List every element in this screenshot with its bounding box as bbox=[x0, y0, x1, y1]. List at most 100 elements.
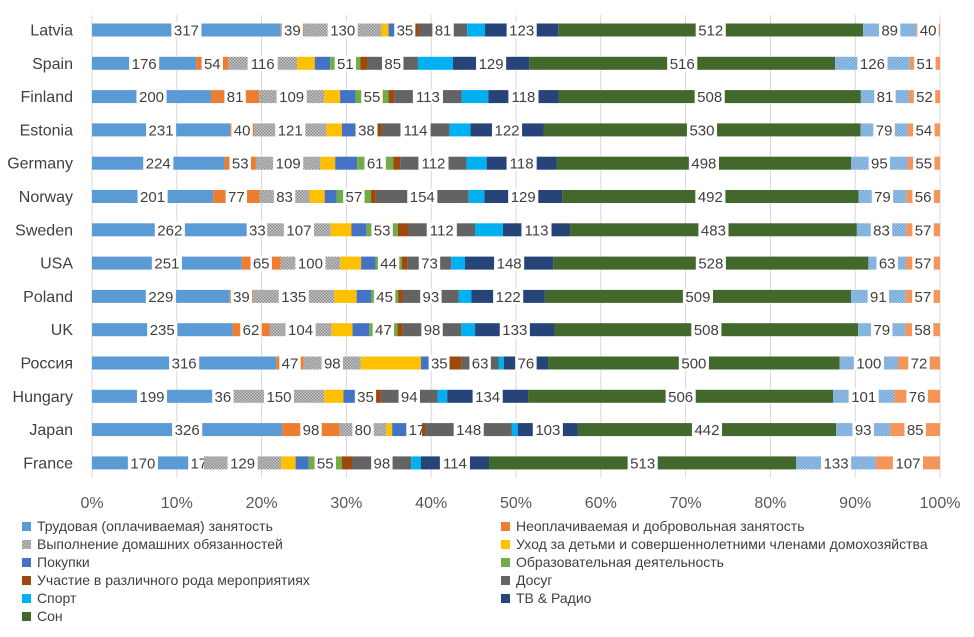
data-label: 442 bbox=[694, 422, 719, 439]
data-label: 57 bbox=[346, 189, 363, 206]
data-label-bg bbox=[695, 255, 726, 271]
value-axis: 0% 10% 20% 30% 40% 50% 60% 70% 80% 90% 100% bbox=[80, 495, 960, 512]
data-label-bg bbox=[172, 422, 203, 438]
data-label-bg bbox=[686, 122, 718, 138]
legend-swatch bbox=[22, 558, 31, 567]
data-label-bg bbox=[871, 189, 894, 204]
data-label: 129 bbox=[511, 189, 536, 206]
data-label-bg bbox=[373, 288, 396, 304]
bar-segment-россия-8 bbox=[498, 356, 504, 370]
legend-swatch bbox=[22, 594, 31, 603]
data-label-bg bbox=[912, 255, 934, 271]
data-label-bg bbox=[398, 388, 420, 404]
bar-segment-sweden-4 bbox=[351, 223, 367, 237]
data-label-bg bbox=[273, 189, 296, 204]
data-label-bg bbox=[667, 55, 698, 71]
bar-segment-uk-3 bbox=[331, 323, 353, 337]
data-label: 101 bbox=[851, 389, 876, 406]
data-label: 506 bbox=[668, 389, 693, 406]
bar-segment-latvia-6 bbox=[415, 23, 419, 37]
bar-segment-sweden-3 bbox=[330, 223, 352, 237]
data-label: 229 bbox=[148, 289, 173, 306]
bar-segment-usa-6 bbox=[401, 256, 408, 270]
data-label: 100 bbox=[856, 356, 881, 373]
category-label: Россия bbox=[21, 356, 73, 373]
data-label-bg bbox=[852, 422, 874, 438]
bar-segment-norway-3 bbox=[309, 190, 325, 203]
data-label: 51 bbox=[917, 56, 934, 73]
data-label: 316 bbox=[172, 356, 197, 373]
data-label-bg bbox=[224, 89, 246, 105]
category-label: Spain bbox=[32, 56, 73, 73]
data-label: 122 bbox=[496, 289, 521, 306]
data-label: 85 bbox=[907, 422, 924, 439]
legend-label: Участие в различного рода мероприятиях bbox=[37, 572, 310, 588]
data-label-bg bbox=[913, 155, 935, 171]
bar-segment-germany-8 bbox=[466, 156, 487, 170]
bar-segment-spain-6 bbox=[360, 56, 368, 70]
data-label: 114 bbox=[404, 122, 428, 139]
bar-segment-finland-8 bbox=[461, 90, 489, 104]
bar-segment-spain-8 bbox=[417, 56, 453, 70]
bar-segment-france-3 bbox=[281, 456, 296, 470]
legend-label: Спорт bbox=[37, 590, 77, 606]
data-label: 57 bbox=[915, 256, 932, 273]
data-label-bg bbox=[136, 89, 167, 105]
data-label: 77 bbox=[228, 189, 245, 206]
category-label: USA bbox=[40, 256, 73, 273]
data-label-bg bbox=[515, 355, 537, 371]
data-label-bg bbox=[508, 189, 539, 204]
data-label: 35 bbox=[397, 23, 414, 40]
data-label-bg bbox=[418, 155, 449, 171]
data-label-bg bbox=[878, 22, 901, 38]
legend-label: Образовательная деятельность bbox=[516, 554, 724, 570]
legend-label: Досуг bbox=[516, 572, 553, 588]
bar-segment-sweden-6 bbox=[397, 223, 409, 237]
category-label: Germany bbox=[7, 156, 73, 173]
category-label: Norway bbox=[19, 189, 73, 206]
data-label: 500 bbox=[681, 356, 706, 373]
bar-segment-hungary-4 bbox=[343, 389, 355, 403]
data-label-bg bbox=[421, 322, 443, 338]
data-label: 72 bbox=[911, 356, 928, 373]
data-label: 129 bbox=[230, 455, 255, 472]
data-label-bg bbox=[857, 55, 888, 71]
data-label-bg bbox=[698, 222, 729, 238]
data-label-bg bbox=[493, 288, 524, 304]
data-label-bg bbox=[853, 355, 884, 371]
data-label-bg bbox=[364, 155, 386, 171]
data-label-bg bbox=[300, 422, 322, 438]
data-label: 85 bbox=[384, 56, 401, 73]
data-label: 57 bbox=[915, 222, 932, 239]
data-label-bg bbox=[201, 55, 223, 71]
data-label-bg bbox=[321, 355, 343, 371]
data-label: 114 bbox=[443, 455, 467, 472]
bar-segment-japan-8 bbox=[511, 423, 518, 437]
data-label-bg bbox=[665, 388, 696, 404]
data-label-bg bbox=[914, 55, 936, 71]
bar-segment-hungary-6 bbox=[376, 389, 381, 403]
data-label-bg bbox=[868, 155, 891, 171]
data-label-bg bbox=[426, 222, 457, 238]
data-label-bg bbox=[151, 255, 182, 271]
x-tick-label: 10% bbox=[161, 495, 193, 512]
data-label-bg bbox=[169, 355, 200, 371]
data-label: 118 bbox=[511, 89, 535, 106]
bar-segment-finland-6 bbox=[388, 90, 395, 104]
bar-segment-estonia-6 bbox=[377, 123, 382, 137]
data-label: 200 bbox=[139, 89, 164, 106]
data-label-bg bbox=[246, 222, 269, 238]
x-tick-label: 0% bbox=[80, 495, 103, 512]
data-label-bg bbox=[428, 355, 451, 371]
bar-segment-france-4 bbox=[295, 456, 309, 470]
data-label: 98 bbox=[324, 356, 341, 373]
data-label-bg bbox=[355, 122, 378, 138]
data-label-bg bbox=[694, 89, 725, 105]
bar-segment-spain-4 bbox=[314, 56, 331, 70]
x-tick-label: 70% bbox=[670, 495, 702, 512]
bar-segment-usa-4 bbox=[361, 256, 376, 270]
data-label-bg bbox=[904, 422, 926, 438]
data-label-bg bbox=[276, 89, 307, 105]
data-label: 530 bbox=[689, 122, 714, 139]
